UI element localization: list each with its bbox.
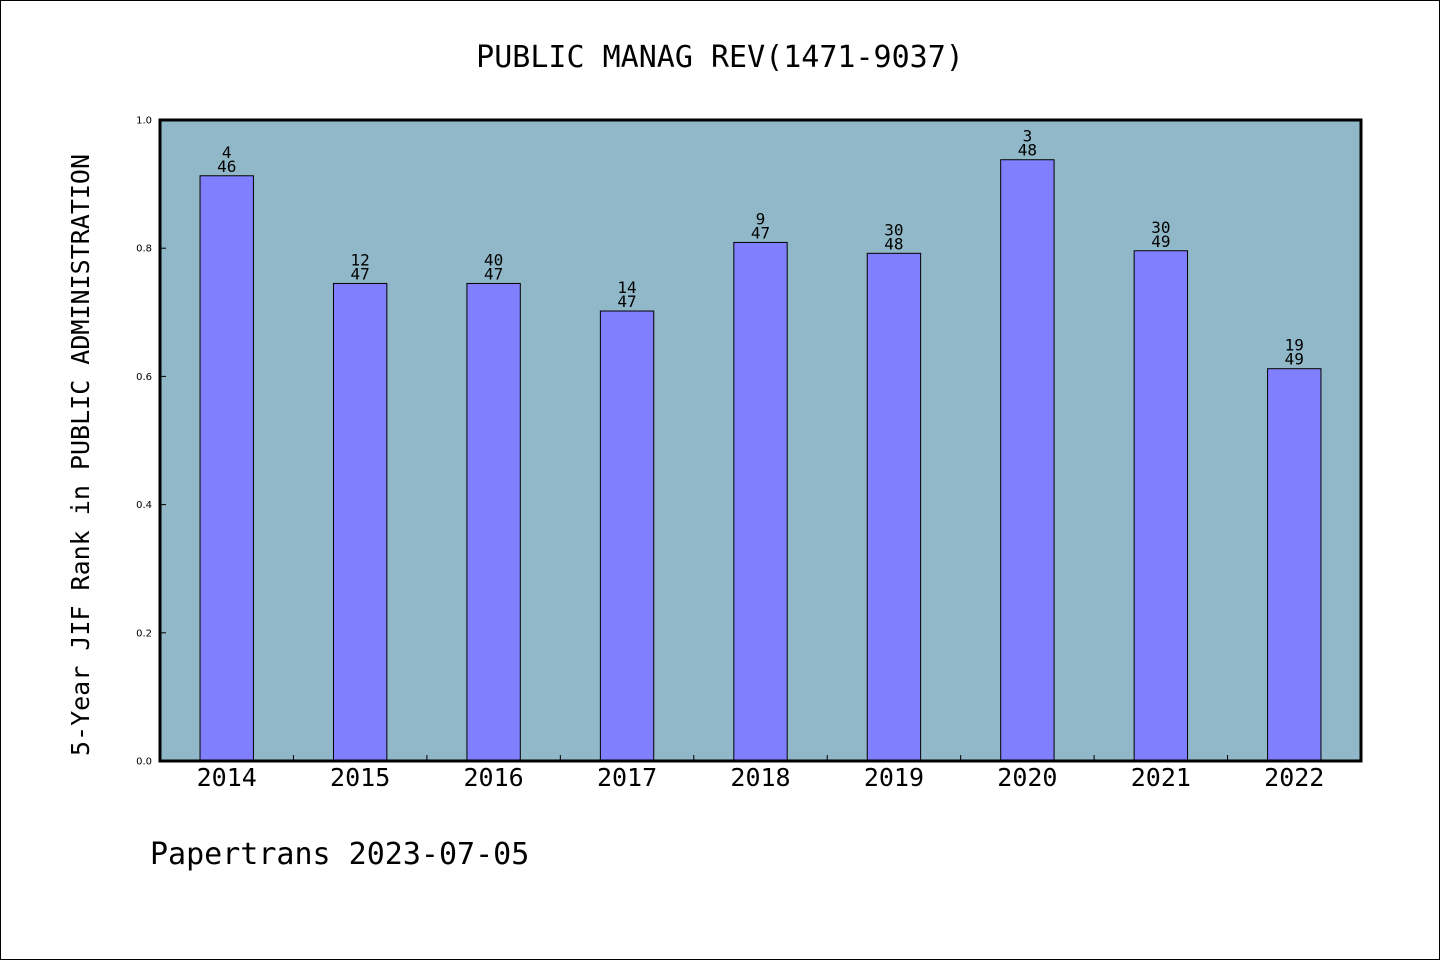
bar-rank-label-2019: 30 bbox=[884, 220, 903, 239]
bar-2020 bbox=[1000, 159, 1055, 762]
bar-2017 bbox=[599, 310, 655, 762]
bar-rank-label-2014: 4 bbox=[222, 143, 232, 162]
y-tick-label-1.0: 1.0 bbox=[136, 116, 152, 127]
bar-rank-label-2015: 12 bbox=[351, 250, 370, 269]
bar-2018 bbox=[733, 241, 788, 762]
bar-2015 bbox=[332, 282, 388, 762]
bar-2014 bbox=[199, 175, 254, 762]
bar-total-label-2017: 47 bbox=[617, 292, 636, 311]
y-tick-label-0.4: 0.4 bbox=[136, 500, 152, 511]
y-tick-label-0.0: 0.0 bbox=[136, 757, 152, 768]
bar-total-label-2014: 46 bbox=[217, 157, 236, 176]
y-tick-label-0.2: 0.2 bbox=[136, 628, 152, 639]
bar-total-label-2020: 48 bbox=[1018, 141, 1037, 160]
bar-rank-label-2016: 40 bbox=[484, 250, 503, 269]
x-tick-label-2017: 2017 bbox=[597, 763, 657, 792]
bar-total-label-2018: 47 bbox=[751, 223, 770, 242]
y-tick-label-0.8: 0.8 bbox=[136, 244, 152, 255]
x-tick-label-2020: 2020 bbox=[997, 763, 1057, 792]
bar-2021 bbox=[1133, 250, 1189, 762]
bar-total-label-2022: 49 bbox=[1285, 350, 1304, 369]
bar-rank-label-2017: 14 bbox=[617, 278, 636, 297]
bar-total-label-2019: 48 bbox=[884, 234, 903, 253]
bar-2016 bbox=[466, 282, 521, 762]
bar-rank-label-2020: 3 bbox=[1023, 127, 1033, 146]
chart-title: PUBLIC MANAG REV(1471-9037) bbox=[476, 40, 964, 75]
x-tick-label-2021: 2021 bbox=[1131, 763, 1191, 792]
footer-note: Papertrans 2023-07-05 bbox=[150, 837, 529, 872]
y-axis-label: 5-Year JIF Rank in PUBLIC ADMINISTRATION bbox=[66, 154, 95, 756]
bar-2022 bbox=[1267, 368, 1322, 762]
x-tick-label-2016: 2016 bbox=[464, 763, 524, 792]
bar-total-label-2015: 47 bbox=[351, 264, 370, 283]
x-tick-label-2014: 2014 bbox=[197, 763, 257, 792]
ticks-layer: 2014 2015 2016 2017 2018 2019 2020 2021 2022 0.0 0… bbox=[136, 116, 1324, 793]
bar-total-label-2016: 47 bbox=[484, 264, 503, 283]
plot-border bbox=[158, 118, 1363, 763]
bar-rank-label-2021: 30 bbox=[1151, 218, 1170, 237]
bar-2019 bbox=[866, 252, 922, 762]
x-tick-label-2022: 2022 bbox=[1264, 763, 1324, 792]
bar-rank-label-2018: 9 bbox=[756, 209, 766, 228]
bar-rank-label-2022: 19 bbox=[1285, 336, 1304, 355]
x-tick-label-2019: 2019 bbox=[864, 763, 924, 792]
x-tick-label-2018: 2018 bbox=[730, 763, 790, 792]
y-tick-label-0.6: 0.6 bbox=[136, 372, 152, 383]
bar-total-label-2021: 49 bbox=[1151, 232, 1170, 251]
x-tick-label-2015: 2015 bbox=[330, 763, 390, 792]
